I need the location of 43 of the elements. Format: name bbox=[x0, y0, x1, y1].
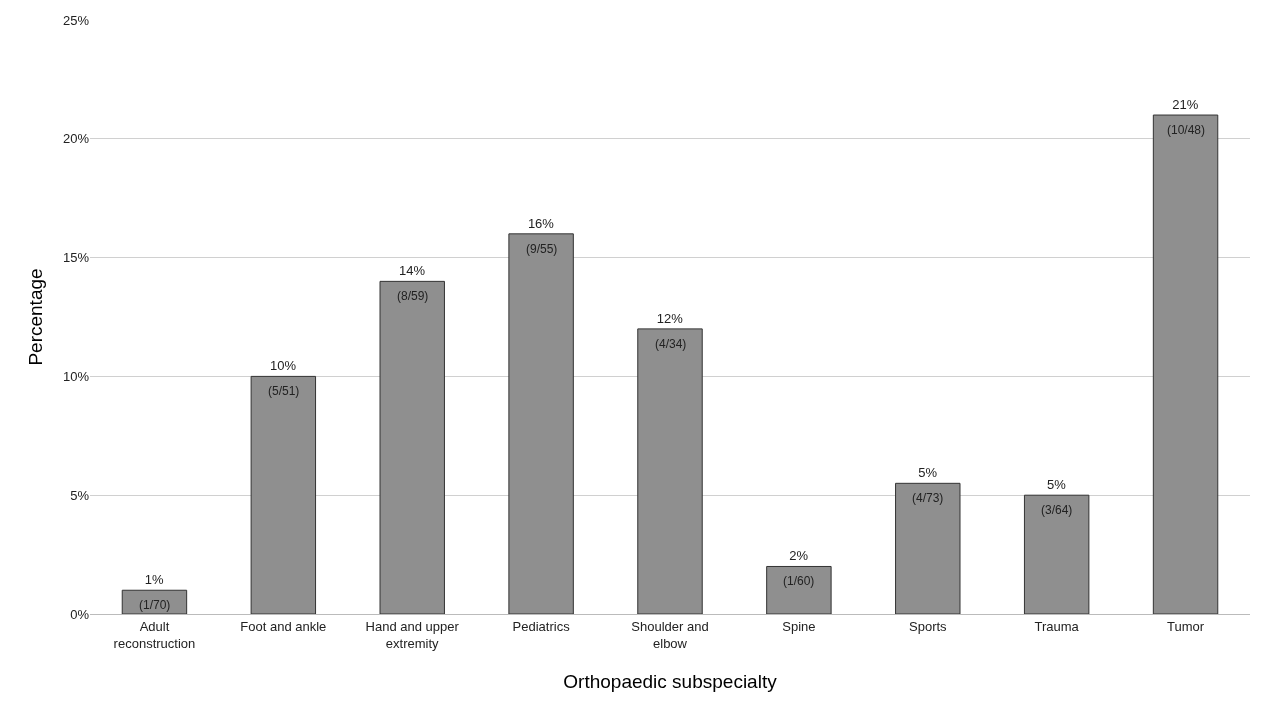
y-tick-label: 0% bbox=[70, 606, 90, 622]
y-tick-label: 5% bbox=[70, 487, 90, 503]
annotation: (4/73) bbox=[912, 491, 944, 505]
annotation: (4/34) bbox=[655, 337, 687, 351]
data-label: 14% bbox=[398, 263, 426, 279]
x-tick-label: Foot and ankle bbox=[240, 618, 327, 634]
data-label: 21% bbox=[1172, 97, 1199, 113]
data-label: 5% bbox=[918, 465, 938, 481]
y-tick-label: 20% bbox=[62, 131, 90, 147]
data-label: 10% bbox=[270, 358, 297, 374]
data-label: 2% bbox=[789, 548, 809, 564]
x-axis-title: Orthopaedic subspecialty bbox=[563, 671, 778, 693]
annotation: (1/70) bbox=[139, 598, 171, 612]
annotation: (8/59) bbox=[397, 289, 429, 303]
data-label: 16% bbox=[527, 215, 555, 231]
annotation: (5/51) bbox=[268, 384, 300, 398]
data-label: 12% bbox=[656, 310, 684, 326]
bar bbox=[637, 328, 703, 614]
x-tick-label: Tumor bbox=[1167, 618, 1205, 634]
annotation: (1/60) bbox=[783, 574, 815, 588]
x-tick-label: Pediatrics bbox=[512, 618, 571, 634]
bar bbox=[1023, 494, 1090, 614]
x-tick-label: Sports bbox=[908, 618, 948, 634]
x-tick-label: Hand and upper extremity bbox=[365, 618, 460, 651]
x-tick-label: Adult reconstruction bbox=[113, 618, 196, 651]
bar bbox=[895, 482, 961, 614]
x-tick-label: Spine bbox=[782, 618, 816, 634]
bar bbox=[1152, 114, 1219, 614]
bar bbox=[379, 280, 445, 614]
x-tick-label: Shoulder and elbow bbox=[631, 618, 709, 651]
data-label: 5% bbox=[1047, 477, 1067, 493]
y-tick-label: 10% bbox=[62, 368, 90, 384]
bar bbox=[508, 233, 574, 614]
data-label: 1% bbox=[144, 572, 165, 588]
bar bbox=[766, 565, 832, 614]
y-tick-label: 15% bbox=[62, 250, 90, 266]
x-tick-label: Trauma bbox=[1034, 618, 1080, 634]
bar bbox=[250, 375, 317, 614]
y-axis-title: Percentage bbox=[24, 268, 46, 366]
annotation: (3/64) bbox=[1041, 503, 1073, 517]
annotation: (10/48) bbox=[1167, 123, 1206, 137]
annotation: (9/55) bbox=[526, 242, 558, 256]
y-tick-label: 25% bbox=[62, 12, 90, 28]
